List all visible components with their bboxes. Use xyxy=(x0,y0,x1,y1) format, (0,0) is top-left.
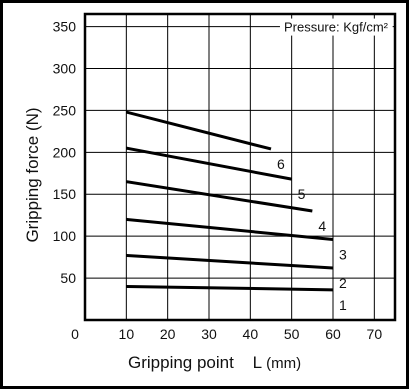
x-tick-label-60: 60 xyxy=(325,326,341,342)
series-line-5 xyxy=(126,146,292,181)
series-label-6: 6 xyxy=(277,156,285,172)
series-label-4: 4 xyxy=(318,218,326,234)
origin-label: 0 xyxy=(71,326,79,342)
x-axis-symbol: L xyxy=(253,353,262,372)
pressure-annotation-background xyxy=(279,18,393,36)
x-axis-title: Gripping point xyxy=(128,353,234,372)
x-tick-label-10: 10 xyxy=(119,326,135,342)
x-tick-label-40: 40 xyxy=(243,326,259,342)
series-label-5: 5 xyxy=(298,186,306,202)
series-label-1: 1 xyxy=(339,297,347,313)
series-lines xyxy=(125,110,334,292)
x-tick-label-50: 50 xyxy=(284,326,300,342)
x-tick-label-30: 30 xyxy=(201,326,217,342)
y-tick-label-100: 100 xyxy=(53,228,77,244)
pressure-annotation: Pressure: Kgf/cm² xyxy=(284,20,389,35)
series-line-6 xyxy=(125,110,272,151)
y-tick-label-300: 300 xyxy=(53,60,77,76)
y-tick-label-50: 50 xyxy=(60,270,76,286)
x-axis-title-group: Gripping point L (mm) xyxy=(128,353,301,372)
series-line-4 xyxy=(126,180,313,213)
series-label-3: 3 xyxy=(339,247,347,263)
x-tick-label-70: 70 xyxy=(367,326,383,342)
series-line-1 xyxy=(126,284,334,292)
x-axis-unit: (mm) xyxy=(266,355,301,372)
x-tick-label-20: 20 xyxy=(160,326,176,342)
x-tick-labels: 10 20 30 40 50 60 70 xyxy=(119,326,383,342)
grid xyxy=(85,14,395,320)
pressure-annotation-group: Pressure: Kgf/cm² xyxy=(279,18,393,36)
y-tick-label-350: 350 xyxy=(53,19,77,35)
y-tick-labels: 50 100 150 200 250 300 350 xyxy=(53,19,77,287)
y-tick-label-200: 200 xyxy=(53,144,77,160)
y-tick-label-150: 150 xyxy=(53,186,77,202)
series-line-3 xyxy=(126,217,334,242)
series-line-2 xyxy=(126,253,334,270)
plot-frame xyxy=(83,12,397,322)
y-axis-title: Gripping force (N) xyxy=(23,107,42,242)
y-tick-label-250: 250 xyxy=(53,102,77,118)
series-label-2: 2 xyxy=(339,275,347,291)
